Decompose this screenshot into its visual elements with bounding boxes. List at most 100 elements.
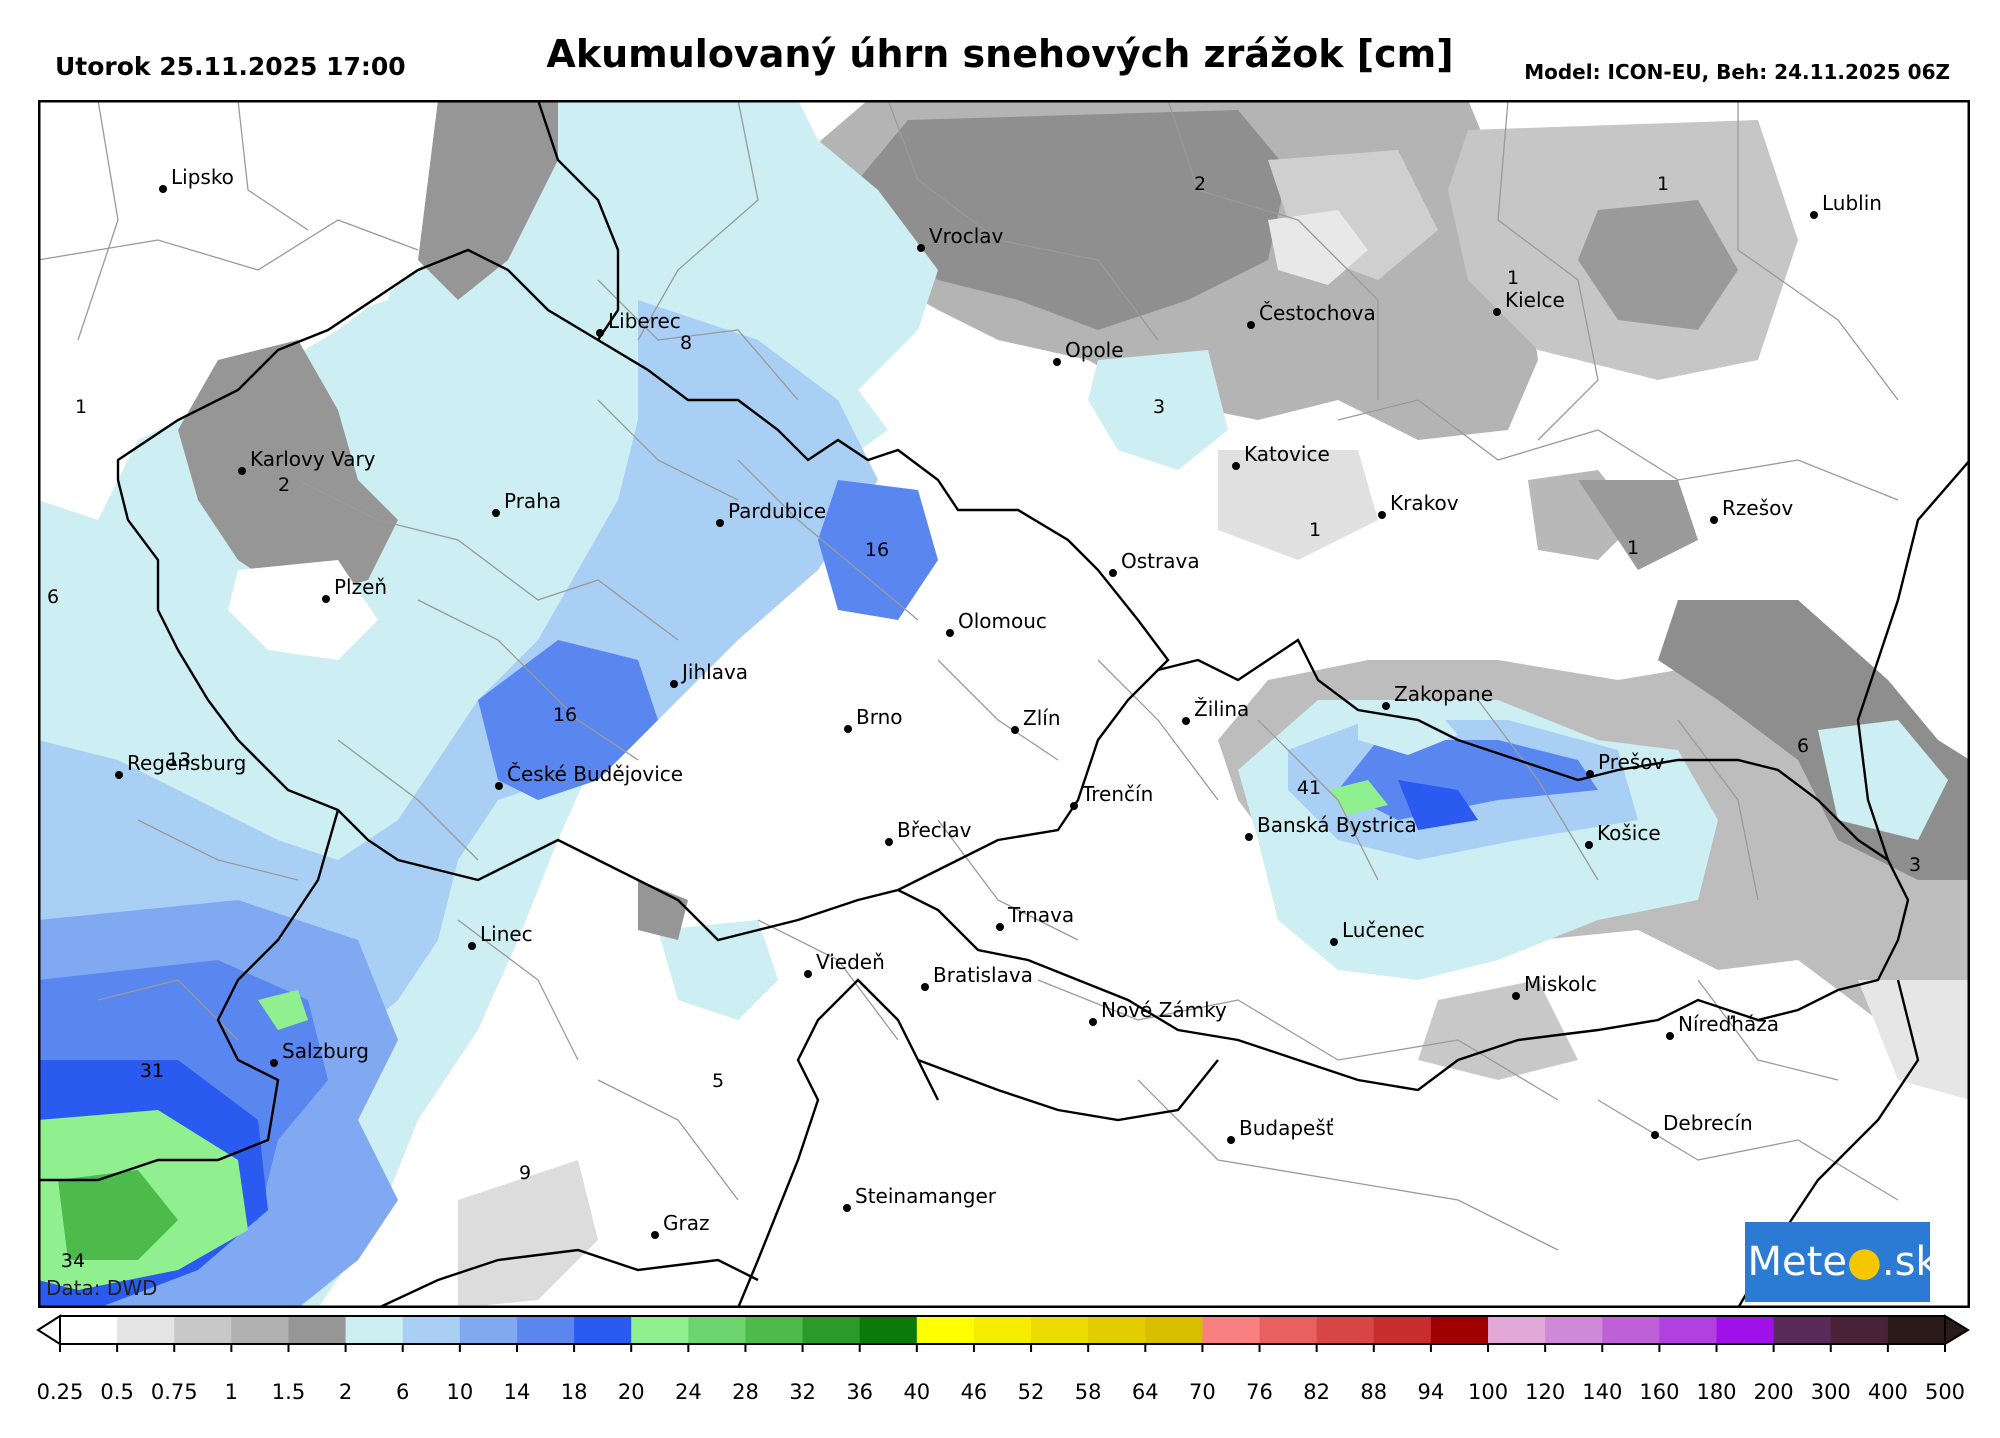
svg-text:3: 3 bbox=[1153, 396, 1165, 418]
city-nove-zamky[interactable]: Nové Zámky bbox=[1089, 998, 1227, 1026]
city-presov[interactable]: Prešov bbox=[1586, 750, 1664, 778]
svg-text:Lipsko: Lipsko bbox=[171, 165, 234, 189]
scale-swatch bbox=[516, 1316, 575, 1344]
city-ceske-budejovice[interactable]: České Budějovice bbox=[495, 762, 683, 790]
svg-text:2: 2 bbox=[278, 474, 290, 496]
svg-text:Salzburg: Salzburg bbox=[282, 1039, 369, 1063]
contour-values: 2 1 1 1 3 1 2 6 8 16 16 1 13 41 6 3 31 5… bbox=[47, 173, 1921, 1272]
city-steinamanger[interactable]: Steinamanger bbox=[843, 1184, 997, 1212]
city-opole[interactable]: Opole bbox=[1053, 338, 1124, 366]
svg-text:Břeclav: Břeclav bbox=[897, 818, 972, 842]
svg-text:Debrecín: Debrecín bbox=[1663, 1111, 1753, 1135]
city-brno[interactable]: Brno bbox=[844, 705, 903, 733]
svg-text:1: 1 bbox=[1657, 173, 1669, 195]
region-borders bbox=[38, 100, 1899, 1251]
city-katovice[interactable]: Katovice bbox=[1232, 442, 1330, 470]
city-cestochova[interactable]: Čestochova bbox=[1247, 301, 1376, 329]
snow-map[interactable]: Lipsko Vroclav Lublin Liberec Čestochova… bbox=[38, 100, 1970, 1308]
city-linec[interactable]: Linec bbox=[468, 922, 533, 950]
svg-text:Viedeň: Viedeň bbox=[816, 950, 885, 974]
city-plzen[interactable]: Plzeň bbox=[322, 575, 387, 603]
scale-swatch bbox=[574, 1316, 632, 1344]
city-niredhaza[interactable]: Níreďháza bbox=[1666, 1012, 1779, 1040]
snow-field bbox=[38, 100, 1970, 1308]
city-miskolc[interactable]: Miskolc bbox=[1512, 972, 1597, 1000]
scale-label: 52 bbox=[1017, 1380, 1045, 1404]
scale-swatch bbox=[1259, 1316, 1318, 1344]
svg-text:Nové Zámky: Nové Zámky bbox=[1101, 998, 1227, 1022]
scale-swatch bbox=[1773, 1316, 1832, 1344]
city-graz[interactable]: Graz bbox=[651, 1211, 709, 1239]
scale-label: 40 bbox=[903, 1380, 931, 1404]
city-lipsko[interactable]: Lipsko bbox=[159, 165, 234, 193]
scale-label: 28 bbox=[732, 1380, 759, 1404]
city-kielce[interactable]: Kielce bbox=[1493, 288, 1565, 316]
sun-icon: ● bbox=[1846, 1239, 1882, 1285]
scale-left-arrow bbox=[36, 1314, 61, 1346]
scale-label: 14 bbox=[503, 1380, 531, 1404]
city-lucenec[interactable]: Lučenec bbox=[1330, 918, 1425, 946]
svg-text:41: 41 bbox=[1297, 777, 1321, 799]
svg-text:Regensburg: Regensburg bbox=[127, 751, 246, 775]
scale-label: 46 bbox=[960, 1380, 988, 1404]
scale-swatch bbox=[1145, 1316, 1203, 1344]
city-olomouc[interactable]: Olomouc bbox=[946, 609, 1047, 637]
imeteo-logo[interactable]: iMete ● .sk bbox=[1736, 1222, 1939, 1302]
city-bratislava[interactable]: Bratislava bbox=[921, 963, 1033, 991]
city-rzesov[interactable]: Rzešov bbox=[1710, 496, 1793, 524]
country-borders bbox=[38, 100, 1970, 1308]
svg-text:6: 6 bbox=[1797, 735, 1809, 757]
scale-label: 0.75 bbox=[150, 1380, 198, 1404]
scale-label: 76 bbox=[1246, 1380, 1273, 1404]
city-vroclav[interactable]: Vroclav bbox=[917, 224, 1004, 252]
svg-text:Žilina: Žilina bbox=[1194, 697, 1249, 721]
city-liberec[interactable]: Liberec bbox=[596, 309, 681, 337]
scale-swatch bbox=[60, 1316, 118, 1344]
city-salzburg[interactable]: Salzburg bbox=[270, 1039, 369, 1067]
svg-text:Prešov: Prešov bbox=[1598, 750, 1664, 774]
svg-text:Níreďháza: Níreďháza bbox=[1678, 1012, 1779, 1036]
svg-text:Olomouc: Olomouc bbox=[958, 609, 1047, 633]
svg-text:Lublin: Lublin bbox=[1822, 191, 1882, 215]
scale-label: 58 bbox=[1074, 1380, 1102, 1404]
svg-text:8: 8 bbox=[680, 332, 692, 354]
svg-text:13: 13 bbox=[167, 749, 191, 771]
scale-label: 120 bbox=[1525, 1380, 1566, 1404]
svg-text:Liberec: Liberec bbox=[608, 309, 681, 333]
city-debrecin[interactable]: Debrecín bbox=[1651, 1111, 1753, 1139]
scale-label: 70 bbox=[1189, 1380, 1216, 1404]
city-budapest[interactable]: Budapešť bbox=[1227, 1116, 1334, 1144]
svg-text:Graz: Graz bbox=[663, 1211, 709, 1235]
city-jihlava[interactable]: Jihlava bbox=[670, 660, 748, 688]
map-canvas: Lipsko Vroclav Lublin Liberec Čestochova… bbox=[38, 100, 1970, 1308]
svg-text:Košice: Košice bbox=[1597, 821, 1661, 845]
city-kosice[interactable]: Košice bbox=[1585, 821, 1661, 849]
city-banska-bystrica[interactable]: Banská Bystrica bbox=[1245, 813, 1417, 841]
city-lublin[interactable]: Lublin bbox=[1810, 191, 1882, 219]
scale-swatch bbox=[1088, 1316, 1146, 1344]
city-vieden[interactable]: Viedeň bbox=[804, 950, 885, 978]
city-praha[interactable]: Praha bbox=[492, 489, 561, 517]
scale-swatch bbox=[1430, 1316, 1489, 1344]
svg-text:České Budějovice: České Budějovice bbox=[507, 762, 683, 786]
scale-swatch bbox=[402, 1316, 461, 1344]
svg-text:Karlovy Vary: Karlovy Vary bbox=[250, 447, 376, 471]
city-regensburg[interactable]: Regensburg bbox=[115, 751, 246, 779]
city-karlovy-vary[interactable]: Karlovy Vary bbox=[238, 447, 376, 475]
city-pardubice[interactable]: Pardubice bbox=[716, 499, 826, 527]
scale-swatch bbox=[1488, 1316, 1546, 1344]
city-zlin[interactable]: Zlín bbox=[1011, 706, 1061, 734]
scale-label: 82 bbox=[1303, 1380, 1331, 1404]
city-trnava[interactable]: Trnava bbox=[996, 903, 1074, 931]
city-ostrava[interactable]: Ostrava bbox=[1109, 549, 1200, 577]
city-zilina[interactable]: Žilina bbox=[1182, 697, 1249, 725]
scale-swatch bbox=[1031, 1316, 1089, 1344]
city-krakov[interactable]: Krakov bbox=[1378, 491, 1459, 519]
city-trencin[interactable]: Trenčín bbox=[1070, 782, 1153, 810]
svg-text:Steinamanger: Steinamanger bbox=[855, 1184, 997, 1208]
logo-text: iMete bbox=[1736, 1239, 1847, 1285]
city-breclav[interactable]: Břeclav bbox=[885, 818, 972, 846]
svg-text:Jihlava: Jihlava bbox=[680, 660, 748, 684]
city-zakopane[interactable]: Zakopane bbox=[1382, 682, 1493, 710]
scale-label: 88 bbox=[1360, 1380, 1388, 1404]
